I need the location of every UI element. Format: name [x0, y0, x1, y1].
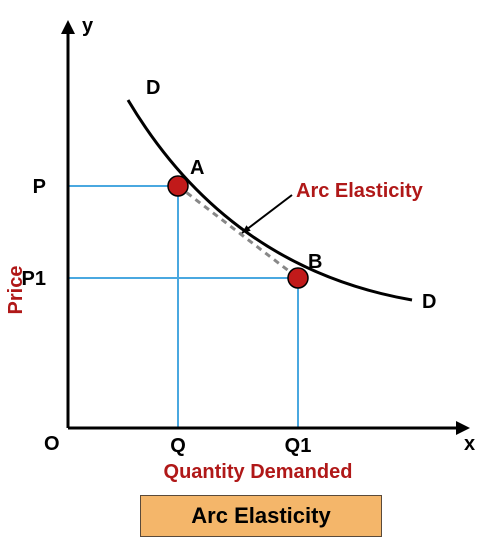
- label-x: x: [464, 433, 475, 455]
- label-origin: O: [44, 433, 60, 455]
- point-A: [168, 176, 188, 196]
- label-A: A: [190, 157, 204, 179]
- y-axis-title: Price: [5, 266, 27, 315]
- label-D-top: D: [146, 77, 160, 99]
- label-D-bottom: D: [422, 291, 436, 313]
- caption-text: Arc Elasticity: [191, 503, 330, 529]
- caption-box: Arc Elasticity: [140, 495, 382, 537]
- arc-elasticity-diagram: yxOPP1QQ1ABDDArc ElasticityPriceQuantity…: [0, 0, 504, 490]
- y-axis-arrow-icon: [61, 20, 75, 34]
- label-Q1: Q1: [285, 435, 312, 457]
- diagram-container: yxOPP1QQ1ABDDArc ElasticityPriceQuantity…: [0, 0, 504, 550]
- x-axis-title: Quantity Demanded: [164, 461, 353, 483]
- label-B: B: [308, 251, 322, 273]
- label-P: P: [33, 176, 46, 198]
- chord-AB: [178, 186, 298, 278]
- label-arc-elasticity: Arc Elasticity: [296, 180, 424, 202]
- point-B: [288, 268, 308, 288]
- label-y: y: [82, 15, 94, 37]
- arc-pointer-line: [242, 195, 292, 233]
- label-Q: Q: [170, 435, 186, 457]
